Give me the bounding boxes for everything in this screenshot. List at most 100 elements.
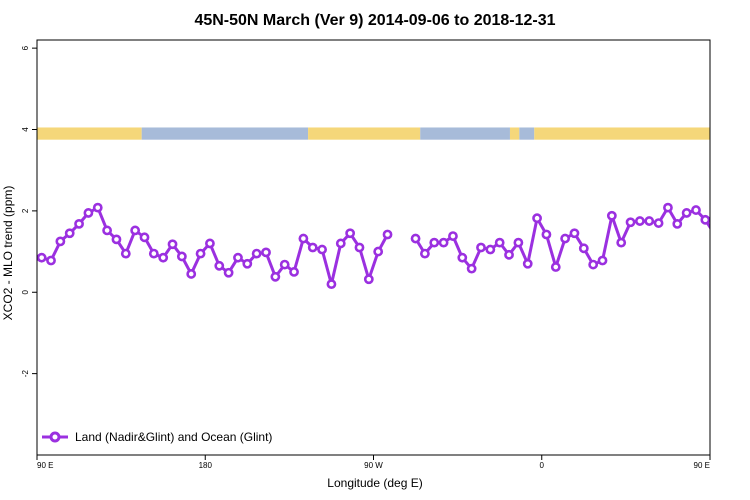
data-point xyxy=(700,214,710,225)
data-point xyxy=(634,216,645,226)
data-point xyxy=(298,233,309,244)
data-point xyxy=(448,231,458,242)
x-tick-label: 90 E xyxy=(694,461,710,470)
data-point xyxy=(148,248,159,259)
data-point xyxy=(317,244,327,255)
land-segment xyxy=(37,127,142,140)
data-point xyxy=(382,229,393,240)
ocean-segment xyxy=(420,127,510,140)
data-point xyxy=(457,252,468,263)
data-point xyxy=(616,237,627,248)
data-point xyxy=(37,252,47,263)
data-point xyxy=(111,234,122,245)
x-tick-label: 90 E xyxy=(37,461,53,470)
y-tick-label: 0 xyxy=(21,289,30,294)
data-point xyxy=(420,248,430,259)
y-tick-label: -2 xyxy=(21,370,30,378)
data-point xyxy=(92,202,103,213)
data-point xyxy=(681,208,692,218)
data-point xyxy=(550,262,561,272)
x-tick-label: 0 xyxy=(540,461,545,470)
data-point xyxy=(46,255,56,266)
data-point xyxy=(691,205,701,215)
series-line xyxy=(41,206,389,286)
data-point xyxy=(158,252,169,263)
data-point xyxy=(730,257,737,264)
data-point xyxy=(205,238,215,249)
data-point xyxy=(653,218,664,228)
data-point xyxy=(644,216,655,226)
data-point xyxy=(466,263,477,274)
data-point xyxy=(663,202,673,213)
data-point xyxy=(532,213,542,224)
data-point xyxy=(233,252,243,263)
legend-marker xyxy=(49,431,61,443)
x-tick-label: 180 xyxy=(199,461,213,470)
data-point xyxy=(588,259,599,270)
ocean-segment xyxy=(141,127,309,140)
data-point xyxy=(74,219,84,229)
y-tick-label: 2 xyxy=(21,208,30,213)
data-point xyxy=(672,219,683,229)
data-point xyxy=(326,279,337,290)
data-point xyxy=(494,237,505,248)
land-ocean-band xyxy=(37,127,710,140)
data-point xyxy=(102,225,113,236)
data-point xyxy=(335,238,346,249)
land-segment xyxy=(509,127,520,140)
data-point xyxy=(739,238,746,245)
data-point xyxy=(186,269,197,279)
data-point xyxy=(270,271,281,282)
data-point xyxy=(373,246,384,257)
data-point xyxy=(438,237,449,248)
land-segment xyxy=(534,127,710,140)
land-segment xyxy=(308,127,421,140)
data-point xyxy=(195,248,206,259)
data-point xyxy=(289,267,299,277)
data-point xyxy=(363,274,374,285)
legend: Land (Nadir&Glint) and Ocean (Glint) xyxy=(42,430,272,444)
data-point xyxy=(307,242,318,253)
data-point xyxy=(279,259,290,270)
data-point xyxy=(485,244,496,255)
y-axis: -2 0 2 4 6 xyxy=(21,45,37,377)
data-point xyxy=(167,239,178,250)
data-point xyxy=(597,255,608,266)
series-line xyxy=(414,206,710,271)
data-point xyxy=(560,233,571,244)
x-tick-label: 90 W xyxy=(364,461,383,470)
data-point xyxy=(251,248,262,259)
data-point xyxy=(354,242,365,253)
data-point xyxy=(130,225,141,236)
data-point xyxy=(261,247,271,258)
data-point xyxy=(410,233,421,244)
data-point xyxy=(513,237,524,248)
data-point xyxy=(176,251,187,262)
data-point xyxy=(578,243,589,254)
data-point xyxy=(64,228,75,239)
y-axis-label: XCO2 - MLO trend (ppm) xyxy=(1,186,15,321)
data-point xyxy=(720,253,727,260)
data-point xyxy=(541,229,552,240)
y-tick-label: 6 xyxy=(21,45,30,50)
data-point xyxy=(120,248,131,259)
data-point xyxy=(504,249,514,260)
data-point xyxy=(139,232,150,243)
data-point xyxy=(625,217,636,228)
data-point xyxy=(242,258,253,269)
data-point xyxy=(223,267,234,278)
ocean-segment xyxy=(519,127,535,140)
data-point xyxy=(345,228,356,239)
data-point xyxy=(214,260,225,271)
x-axis: 90 E 180 90 W 0 90 E xyxy=(36,455,711,470)
x-axis-label: Longitude (deg E) xyxy=(327,476,422,490)
data-point xyxy=(606,210,617,221)
data-point xyxy=(429,237,440,248)
chart-title: 45N-50N March (Ver 9) 2014-09-06 to 2018… xyxy=(194,12,555,29)
series-layer xyxy=(37,202,746,290)
data-point xyxy=(83,208,94,218)
data-point xyxy=(522,258,533,269)
data-point xyxy=(569,228,580,239)
data-point xyxy=(55,236,66,247)
